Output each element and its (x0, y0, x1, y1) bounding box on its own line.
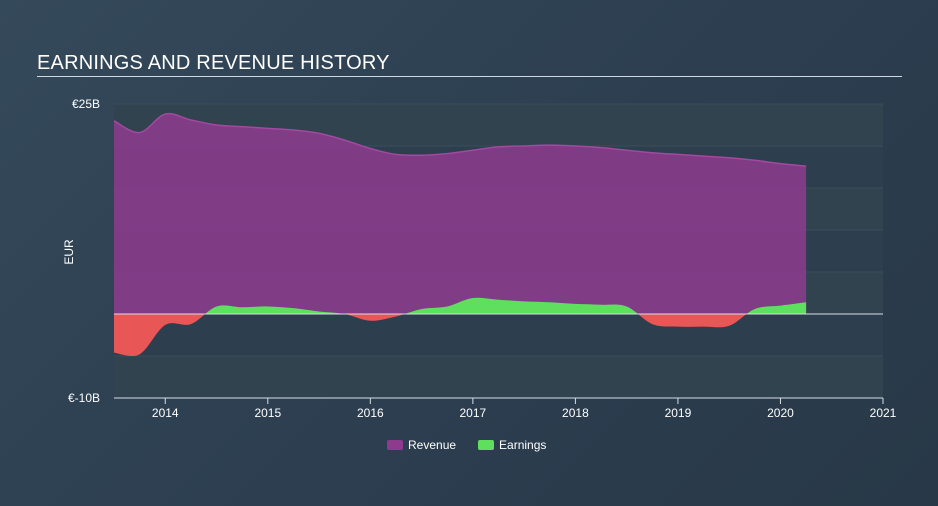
series-revenue-area (114, 113, 807, 314)
x-tick-label: 2020 (767, 406, 794, 420)
legend-swatch-revenue (387, 440, 403, 450)
chart-title: EARNINGS AND REVENUE HISTORY (37, 52, 390, 74)
x-tick-label: 2017 (460, 406, 487, 420)
grid-band (114, 356, 883, 398)
x-tick-label: 2014 (152, 406, 179, 420)
x-tick-label: 2018 (562, 406, 589, 420)
legend-swatch-earnings (478, 440, 495, 450)
axis-labels: 2014 2015 2016 2017 2018 2019 2020 2021 €25B €-10… (62, 97, 897, 420)
title-divider (37, 76, 902, 77)
series-areas (113, 112, 807, 357)
x-tick-label: 2021 (870, 406, 897, 420)
x-tick-label: 2016 (357, 406, 384, 420)
x-tick-label: 2019 (665, 406, 692, 420)
series-revenue-line (113, 112, 807, 167)
legend-item-revenue[interactable]: Revenue (387, 438, 456, 452)
legend: Revenue Earnings (387, 438, 568, 452)
legend-label-revenue: Revenue (408, 438, 457, 452)
series-earnings-positive-area (114, 297, 807, 314)
axes (114, 313, 884, 404)
legend-label-earnings: Earnings (499, 438, 547, 452)
y-tick-label-top: €25B (72, 97, 100, 111)
y-axis-label: EUR (62, 239, 76, 265)
legend-item-earnings[interactable]: Earnings (478, 438, 546, 452)
x-tick-label: 2015 (254, 406, 281, 420)
y-tick-label-bottom: €-10B (68, 391, 100, 405)
series-earnings-negative-area (114, 314, 807, 357)
